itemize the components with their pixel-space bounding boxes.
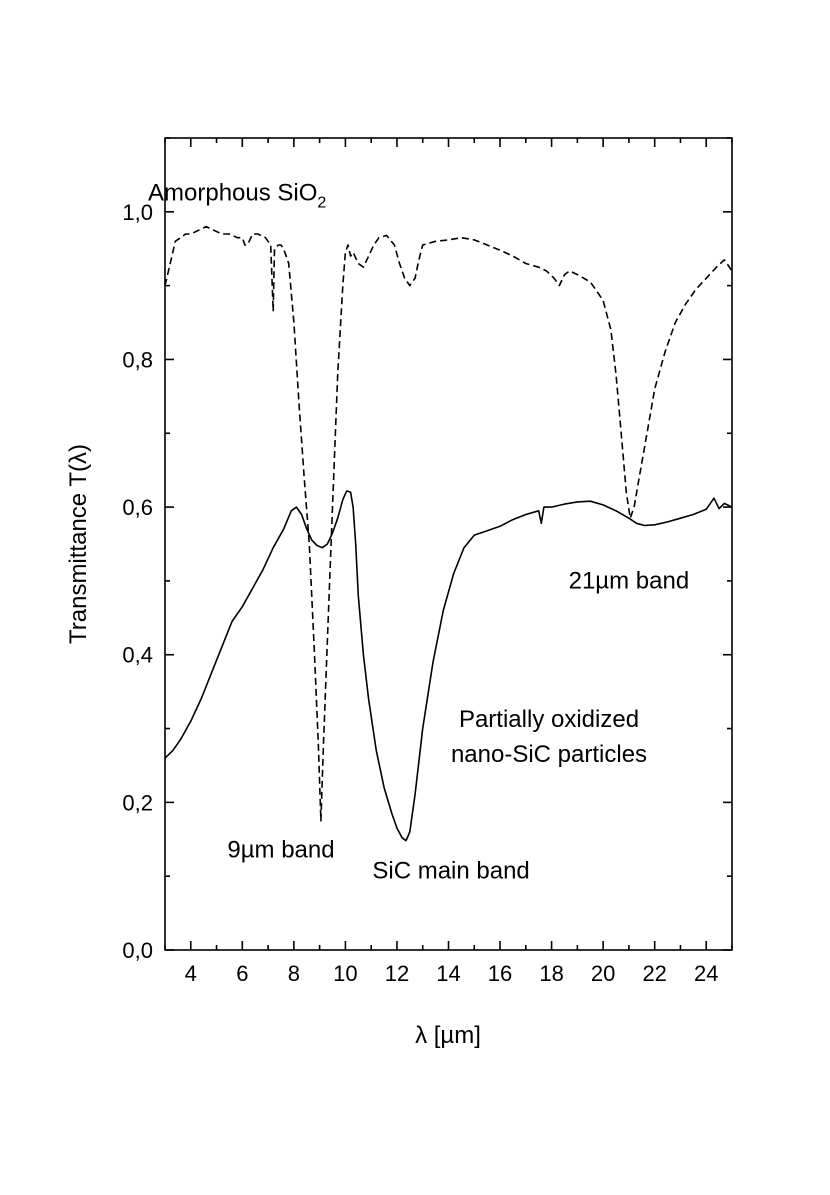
annotation-21um-band: 21µm band [569, 567, 690, 594]
series-nano-sic-line [164, 490, 733, 842]
y-tick-label: 0,2 [122, 790, 153, 815]
series-group [164, 225, 733, 842]
x-tick-label: 12 [385, 961, 409, 986]
x-tick-label: 14 [436, 961, 460, 986]
y-tick-label: 0,0 [122, 938, 153, 963]
y-tick-label: 1,0 [122, 200, 153, 225]
x-axis-label: λ [µm] [415, 1022, 481, 1049]
x-tick-label: 8 [288, 961, 300, 986]
x-tick-label: 18 [539, 961, 563, 986]
x-tick-label: 6 [236, 961, 248, 986]
series-amorphous-sio2-line [164, 225, 733, 822]
x-tick-label: 16 [488, 961, 512, 986]
tick-labels: 4 6 8 10 12 14 16 18 20 22 24 0,0 0,2 0,4 0,6 0,8 1,0 [122, 200, 718, 986]
annotation-partially-oxidized-line1: Partially oxidized [459, 706, 639, 733]
x-tick-label: 22 [642, 961, 666, 986]
y-tick-label: 0,6 [122, 495, 153, 520]
annotation-amorphous-sio2: Amorphous SiO2 [148, 180, 326, 212]
x-tick-label: 20 [591, 961, 615, 986]
y-axis-label: Transmittance T(λ) [65, 444, 92, 644]
annotation-sic-main-band: SiC main band [372, 857, 529, 884]
x-tick-label: 24 [694, 961, 718, 986]
y-tick-label: 0,8 [122, 347, 153, 372]
y-tick-label: 0,4 [122, 643, 153, 668]
axis-ticks [164, 137, 733, 951]
x-tick-label: 10 [333, 961, 357, 986]
plot-frame [164, 137, 733, 951]
x-tick-label: 4 [185, 961, 197, 986]
annotations: Amorphous SiO2 21µm band Partially oxidize… [148, 180, 689, 885]
annotation-partially-oxidized-line2: nano-SiC particles [451, 741, 647, 768]
annotation-9um-band: 9µm band [227, 837, 334, 864]
